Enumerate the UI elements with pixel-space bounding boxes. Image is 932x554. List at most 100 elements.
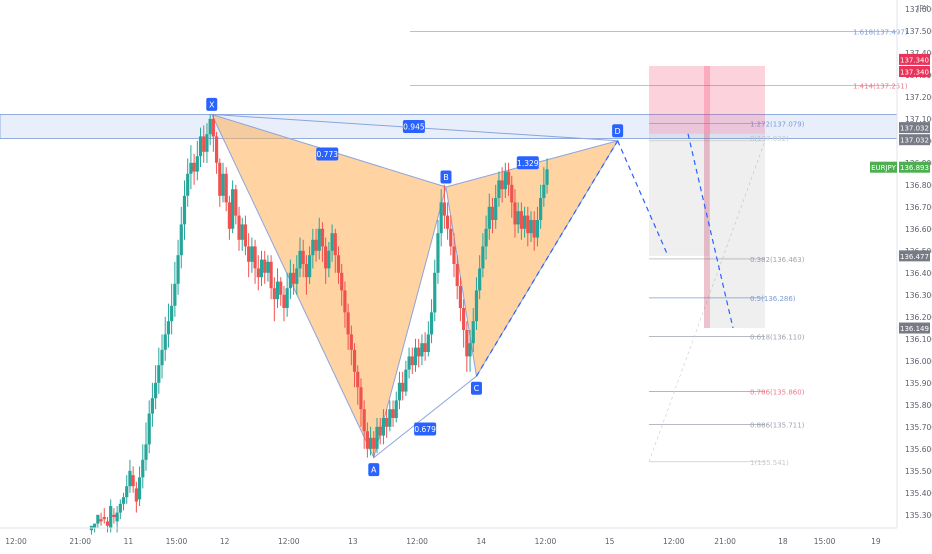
price-badge (899, 322, 930, 334)
price-badge-label: 137.032 (900, 137, 929, 145)
candle-body (291, 272, 296, 284)
candle-body (170, 305, 174, 322)
price-badge (899, 250, 930, 262)
candle-body (311, 239, 315, 256)
y-tick-label: 136.400 (905, 269, 932, 278)
candle-body (224, 173, 228, 203)
candle-body (330, 233, 334, 251)
fib-level-label: 0.618(136.110) (750, 334, 805, 342)
fib-level-label: 1(135.541) (750, 459, 789, 467)
fib-level-label: 0.786(135.860) (750, 389, 805, 397)
candle-body (462, 308, 466, 330)
ratio-badge (414, 422, 437, 436)
candle-body (247, 246, 251, 262)
candle-body (250, 246, 254, 262)
target-zone (649, 133, 709, 256)
x-tick-label: 12 (220, 537, 230, 546)
candle-body (256, 268, 260, 278)
candle-body (471, 321, 475, 344)
candle-body (221, 173, 225, 196)
candle-body (198, 136, 203, 157)
pattern-point-label: B (443, 173, 449, 182)
candle-body (237, 215, 241, 240)
x-tick-label: 14 (477, 537, 487, 546)
candle-body (503, 171, 507, 190)
candle-body (121, 497, 126, 504)
candle-body (308, 255, 312, 278)
candle-body (465, 330, 469, 357)
projection-line (475, 140, 619, 377)
candle-body (458, 286, 463, 308)
candle-body (214, 136, 219, 163)
pattern-point-marker (612, 124, 624, 138)
candle-body (275, 281, 280, 300)
candle-body (378, 426, 382, 436)
candle-body (481, 246, 485, 269)
y-tick-label: 136.000 (905, 357, 932, 366)
projection-line (617, 140, 669, 257)
currency-label: JPY (916, 4, 929, 13)
candle-body (445, 215, 450, 229)
candle-body (298, 250, 302, 269)
y-tick-label: 136.700 (905, 203, 932, 212)
candle-body (195, 156, 199, 172)
candle-body (513, 202, 517, 225)
candle-body (266, 261, 270, 273)
candle-body (234, 189, 238, 216)
candle-body (141, 459, 145, 478)
candle-body (279, 281, 283, 295)
candle-body (542, 184, 546, 198)
x-tick-label: 15:00 (166, 537, 188, 546)
price-badge-label: 137.340 (900, 69, 929, 77)
candle-body (433, 272, 437, 313)
candle-body (93, 523, 97, 528)
candle-body (243, 224, 248, 247)
candle-body (295, 268, 299, 284)
candle-body (253, 246, 257, 269)
ac-line (373, 375, 477, 458)
candle-body (500, 180, 504, 190)
x-tick-label: 19 (871, 537, 881, 546)
candle-body (115, 512, 119, 522)
candle-body (439, 202, 443, 234)
candle-body (516, 211, 520, 225)
pattern-point-marker (470, 381, 482, 395)
candle-body (385, 418, 389, 427)
candle-body (343, 290, 347, 313)
candle-body (179, 224, 183, 256)
ratio-label: 1.329 (517, 159, 539, 168)
candle-body (368, 437, 373, 449)
fib-level-label: 1.618(137.497) (853, 28, 908, 36)
y-tick-label: 136.200 (905, 313, 932, 322)
candle-body (137, 477, 142, 500)
candle-body (359, 387, 363, 410)
price-badge-label: 137.340 (900, 56, 929, 64)
candle-body (285, 288, 289, 308)
candle-body (211, 118, 215, 137)
candle-body (413, 347, 418, 366)
x-tick-label: 15:00 (814, 537, 836, 546)
price-badge (899, 66, 930, 77)
candle-body (365, 431, 369, 449)
candle-body (362, 409, 366, 432)
candle-body (452, 246, 456, 264)
x-tick-label: 12:00 (5, 537, 27, 546)
ratio-label: 0.773 (317, 150, 339, 159)
candle-body (288, 272, 292, 289)
candle-body (109, 506, 113, 528)
candle-body (532, 220, 536, 238)
candle-body (125, 486, 129, 498)
candle-body (545, 169, 549, 185)
candle-body (381, 418, 386, 436)
candle-body (529, 220, 533, 234)
candle-body (468, 343, 472, 357)
candle-body (192, 162, 196, 172)
y-tick-label: 135.900 (905, 379, 932, 388)
candle-body (96, 514, 100, 524)
candle-body (102, 517, 106, 520)
candle-body (282, 294, 286, 308)
x-tick-label: 12:00 (406, 537, 428, 546)
